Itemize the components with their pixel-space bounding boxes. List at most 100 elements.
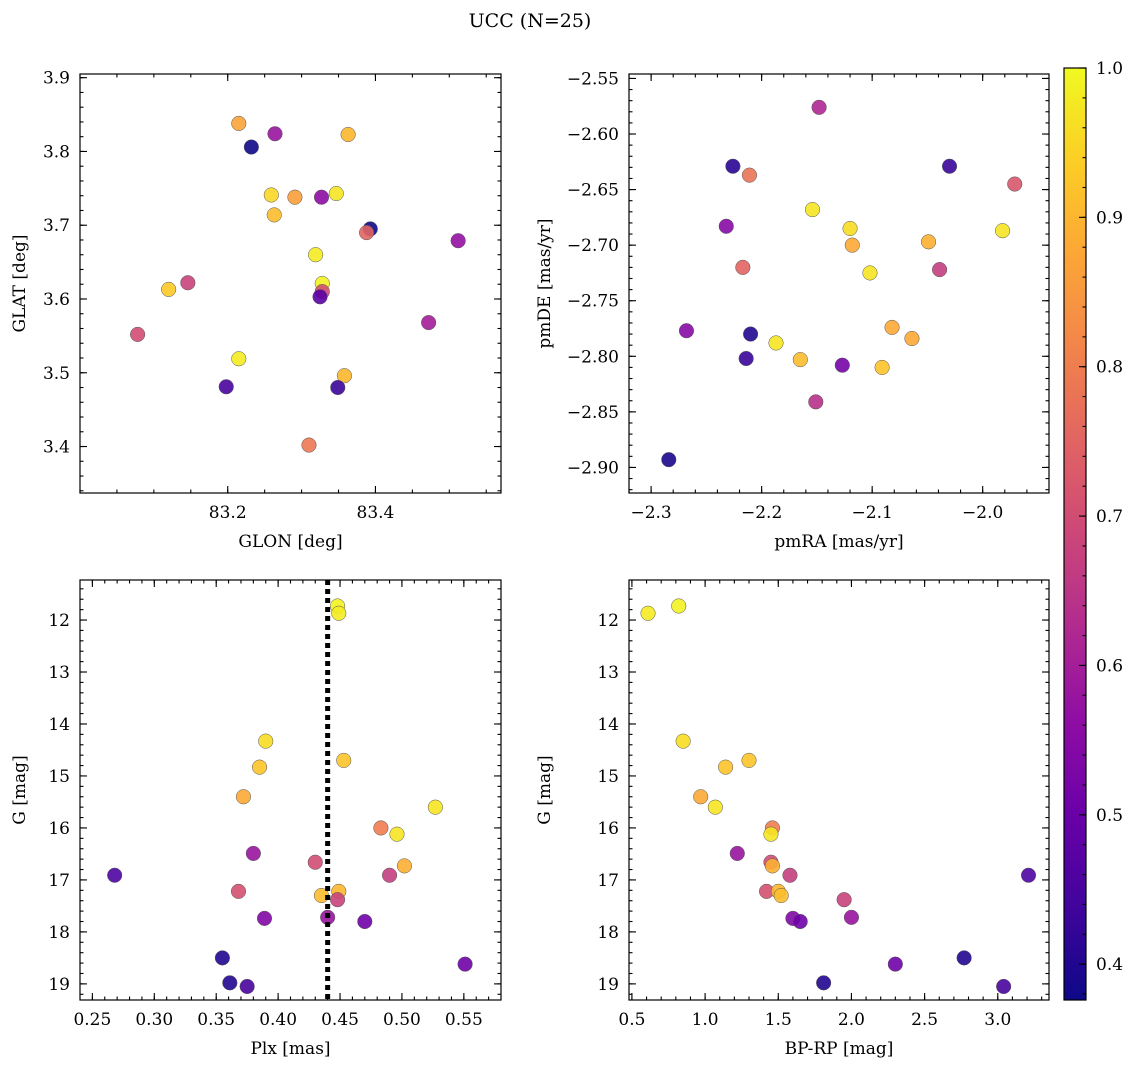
colorbar-gradient — [1063, 67, 1087, 1001]
data-point — [130, 326, 146, 342]
data-point — [735, 259, 751, 275]
data-point — [741, 167, 758, 183]
data-point — [359, 225, 375, 241]
data-point — [884, 319, 900, 335]
x-axis-label: pmRA [mas/yr] — [774, 532, 903, 552]
data-point — [763, 826, 779, 842]
data-point — [862, 265, 878, 281]
data-point — [932, 262, 948, 278]
y-tick-label: −2.90 — [567, 458, 619, 478]
colorbar-tick-label: 0.4 — [1096, 955, 1123, 975]
x-tick-label: 1.5 — [765, 1010, 792, 1030]
data-point — [307, 854, 323, 870]
data-point — [693, 789, 709, 805]
data-point — [1007, 176, 1023, 192]
data-point — [389, 826, 405, 842]
data-point — [920, 234, 937, 250]
data-point — [107, 867, 123, 883]
data-point — [222, 975, 238, 991]
data-point — [161, 281, 177, 297]
data-point — [258, 733, 274, 749]
y-tick-label: 14 — [48, 715, 70, 735]
y-tick-label: 17 — [48, 871, 70, 891]
data-point — [308, 247, 324, 263]
data-point — [842, 220, 858, 237]
data-point — [313, 189, 330, 205]
data-point — [996, 978, 1012, 995]
y-tick-label: 12 — [597, 611, 619, 631]
y-axis-label: G [mag] — [535, 755, 555, 824]
data-point — [267, 126, 283, 142]
data-point — [336, 368, 352, 384]
data-point — [312, 289, 328, 305]
data-point — [235, 789, 251, 805]
x-tick-label: 3.0 — [984, 1010, 1011, 1030]
data-point — [1020, 867, 1037, 883]
data-point — [450, 233, 466, 249]
x-tick-label: −2.1 — [852, 503, 893, 523]
colorbar-tick-label: 0.5 — [1096, 806, 1123, 826]
data-point — [457, 956, 473, 972]
data-point — [661, 452, 677, 468]
data-point — [836, 892, 852, 908]
data-point — [218, 379, 234, 395]
data-point — [808, 394, 824, 410]
x-tick-label: 0.55 — [445, 1010, 483, 1030]
x-axis-label: Plx [mas] — [250, 1039, 330, 1059]
figure-title: UCC (N=25) — [469, 10, 592, 32]
data-point — [738, 350, 754, 367]
y-tick-label: −2.80 — [567, 347, 619, 367]
data-point — [843, 909, 859, 925]
y-tick-label: 3.7 — [43, 216, 70, 236]
x-tick-label: 0.35 — [197, 1010, 235, 1030]
x-tick-label: 0.5 — [618, 1010, 645, 1030]
data-point — [792, 352, 808, 368]
data-point — [640, 605, 656, 621]
data-point — [743, 326, 759, 342]
y-axis-label: pmDE [mas/yr] — [535, 218, 555, 348]
y-tick-label: −2.60 — [567, 125, 619, 145]
x-tick-label: 1.0 — [692, 1010, 719, 1030]
data-point — [180, 275, 196, 291]
colorbar-tick-label: 0.7 — [1096, 507, 1123, 527]
y-tick-label: 3.5 — [43, 364, 70, 384]
data-point — [792, 913, 808, 930]
y-tick-label: 3.4 — [43, 438, 70, 458]
colorbar-tick-label: 0.6 — [1096, 656, 1123, 676]
x-tick-label: 83.2 — [209, 503, 247, 523]
panel-1: 83.2 83.4 3.4 3.5 3.6 3.7 3.8 3.9 GLON [deg] GLAT… — [10, 69, 502, 552]
data-point — [844, 237, 860, 253]
data-point — [231, 351, 247, 367]
x-tick-label: −2.2 — [741, 503, 782, 523]
plot-frame — [79, 73, 502, 494]
colorbar: 0.4 0.5 0.6 0.7 0.8 0.9 1.0 — [1063, 59, 1123, 1001]
y-tick-label: 15 — [48, 767, 70, 787]
data-point — [718, 759, 734, 775]
colorbar-tick-label: 1.0 — [1096, 59, 1123, 79]
x-tick-label: 0.40 — [259, 1010, 297, 1030]
panel-3: 0.25 0.30 0.35 0.40 0.45 0.50 0.55 12 13 14 15 16 17… — [10, 579, 502, 1059]
y-tick-label: 3.6 — [43, 290, 70, 310]
data-point — [675, 733, 691, 749]
data-point — [764, 858, 780, 874]
data-point — [287, 189, 303, 205]
data-point — [330, 892, 346, 908]
data-point — [941, 158, 958, 174]
data-point — [874, 359, 890, 375]
x-tick-label: 2.0 — [838, 1010, 865, 1030]
y-tick-label: 14 — [597, 715, 619, 735]
x-tick-label: −2.3 — [630, 503, 671, 523]
y-tick-label: 19 — [48, 975, 70, 995]
data-point — [396, 858, 412, 874]
y-tick-label: 12 — [48, 611, 70, 631]
data-point — [782, 867, 798, 883]
data-point — [773, 887, 789, 904]
data-point — [804, 202, 821, 218]
data-point — [245, 845, 261, 861]
data-point — [243, 139, 259, 155]
x-tick-label: 0.45 — [321, 1010, 359, 1030]
panel-4: 0.5 1.0 1.5 2.0 2.5 3.0 12 13 14 15 16 17 18 19 BP-RP … — [535, 579, 1050, 1059]
colorbar-tick-label: 0.9 — [1096, 208, 1123, 228]
colorbar-tick-label: 0.8 — [1096, 358, 1123, 378]
